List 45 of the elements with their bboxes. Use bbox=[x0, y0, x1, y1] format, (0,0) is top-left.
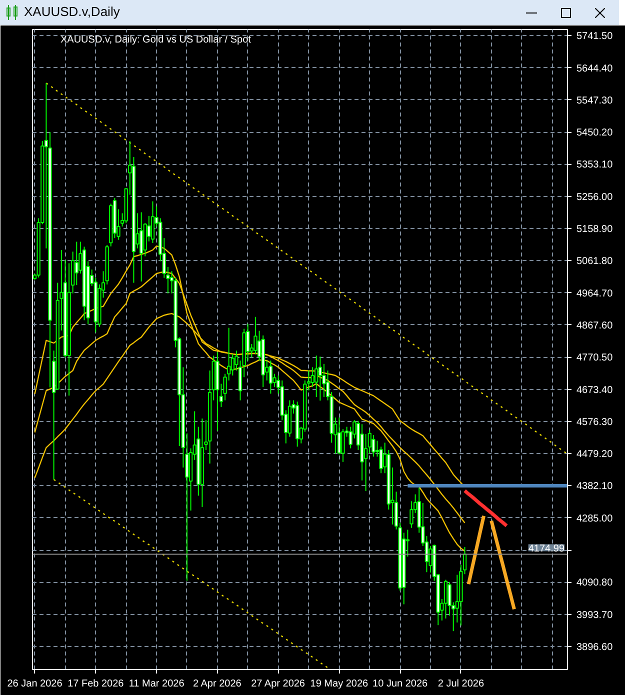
x-tick-label: 10 Jun 2026 bbox=[372, 678, 428, 690]
y-tick-label: 5644.40 bbox=[576, 63, 614, 74]
line-series bbox=[46, 82, 568, 455]
y-tick-label: 4090.80 bbox=[576, 578, 614, 589]
line-series bbox=[53, 478, 328, 668]
line-series bbox=[466, 514, 486, 586]
y-tick-label: 4479.20 bbox=[576, 449, 614, 460]
candlestick bbox=[314, 355, 318, 398]
y-tick-label: 4285.00 bbox=[576, 513, 614, 524]
candlestick bbox=[318, 356, 322, 402]
y-tick-label: 3896.60 bbox=[576, 642, 614, 653]
y-tick-label: 5450.20 bbox=[576, 128, 614, 139]
text: XAUUSD.v, Daily: Gold vs US Dollar / Spot bbox=[60, 34, 252, 46]
line-series bbox=[463, 488, 508, 528]
x-tick-label: 26 Jan 2026 bbox=[7, 678, 63, 690]
y-tick-label: 4867.60 bbox=[576, 320, 614, 332]
candlestick bbox=[74, 241, 78, 286]
chart-title: XAUUSD.v,Daily bbox=[24, 3, 120, 22]
line-series bbox=[490, 519, 516, 611]
y-tick-label: 5256.00 bbox=[576, 192, 614, 203]
y-tick-label: 4673.40 bbox=[576, 384, 614, 396]
y-tick-label: 5741.50 bbox=[576, 31, 614, 42]
candlestick bbox=[444, 579, 448, 620]
y-tick-label: 3993.70 bbox=[576, 610, 614, 621]
y-tick-label: 4576.30 bbox=[576, 416, 614, 428]
x-tick-label: 2 Apr 2026 bbox=[192, 678, 242, 690]
y-tick-label: 5547.30 bbox=[576, 95, 614, 106]
y-tick-label: 4770.50 bbox=[576, 352, 614, 364]
y-tick-label: 4382.10 bbox=[576, 481, 614, 492]
x-tick-label: 11 Mar 2026 bbox=[128, 678, 185, 690]
y-tick-label: 4964.70 bbox=[576, 288, 614, 300]
x-tick-label: 17 Feb 2026 bbox=[68, 678, 124, 690]
x-tick-label: 27 Apr 2026 bbox=[251, 678, 306, 690]
candlestick bbox=[310, 366, 314, 388]
y-tick-label: 5353.10 bbox=[576, 160, 614, 171]
y-tick-label: 5061.80 bbox=[576, 256, 614, 268]
candlestick bbox=[337, 417, 342, 455]
x-tick-label: 2 Jul 2026 bbox=[438, 678, 484, 690]
ref-line-label: 4174.99 bbox=[528, 543, 565, 554]
candlestick bbox=[268, 360, 273, 394]
candlestick bbox=[150, 200, 155, 244]
candlestick bbox=[139, 212, 144, 282]
candlestick bbox=[364, 434, 368, 492]
x-tick-label: 19 May 2026 bbox=[310, 678, 369, 690]
y-tick-label: 5158.90 bbox=[576, 224, 614, 236]
